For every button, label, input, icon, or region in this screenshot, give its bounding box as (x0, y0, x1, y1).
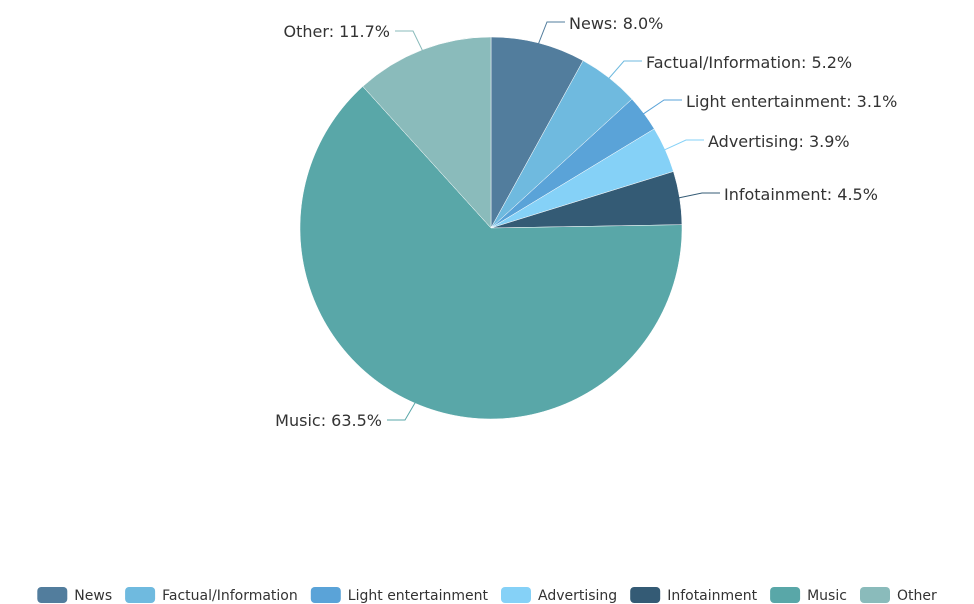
legend-item-news[interactable]: News (37, 587, 112, 604)
legend-swatch-advertising (501, 587, 531, 603)
legend-item-music[interactable]: Music (770, 587, 847, 604)
leader-line-other (395, 30, 424, 52)
legend-swatch-light-entertainment (310, 587, 341, 603)
legend-label-music: Music (807, 588, 847, 604)
slice-label-other: Other: 11.7% (284, 22, 390, 41)
leader-line-infotainment (677, 192, 720, 199)
legend-swatch-factual-information (125, 587, 156, 603)
legend-label-light-entertainment: Light entertainment (348, 588, 489, 604)
legend-item-infotainment[interactable]: Infotainment (630, 587, 758, 604)
pie-slice-labels: News: 8.0% Factual/Information: 5.2% Light… (275, 14, 897, 430)
pie-slices (299, 36, 683, 420)
slice-label-music: Music: 63.5% (275, 411, 382, 430)
legend-swatch-news (37, 587, 68, 603)
legend-item-light-entertainment[interactable]: Light entertainment (310, 587, 489, 604)
slice-label-advertising: Advertising: 3.9% (708, 132, 850, 151)
slice-label-factual-information: Factual/Information: 5.2% (646, 53, 852, 72)
legend-swatch-infotainment (630, 587, 661, 603)
legend-item-factual-information[interactable]: Factual/Information (125, 587, 298, 604)
leader-line-factual-information (607, 60, 642, 80)
slice-label-news: News: 8.0% (569, 14, 663, 33)
pie-label-leaders (387, 21, 720, 421)
legend-label-other: Other (897, 588, 937, 604)
legend: News Factual/Information Light entertainme… (37, 587, 937, 604)
legend-item-other[interactable]: Other (860, 587, 937, 604)
slice-label-light-entertainment: Light entertainment: 3.1% (686, 92, 897, 111)
legend-label-factual-information: Factual/Information (162, 588, 298, 604)
leader-line-advertising (663, 139, 704, 151)
legend-label-infotainment: Infotainment (667, 588, 757, 604)
legend-swatch-music (770, 587, 801, 603)
legend-label-news: News (74, 588, 112, 604)
leader-line-light-entertainment (641, 99, 682, 116)
leader-line-music (387, 401, 417, 421)
legend-swatch-other (860, 587, 890, 603)
slice-label-infotainment: Infotainment: 4.5% (724, 185, 878, 204)
leader-line-news (537, 21, 565, 46)
legend-label-advertising: Advertising (538, 588, 617, 604)
legend-item-advertising[interactable]: Advertising (501, 587, 617, 604)
